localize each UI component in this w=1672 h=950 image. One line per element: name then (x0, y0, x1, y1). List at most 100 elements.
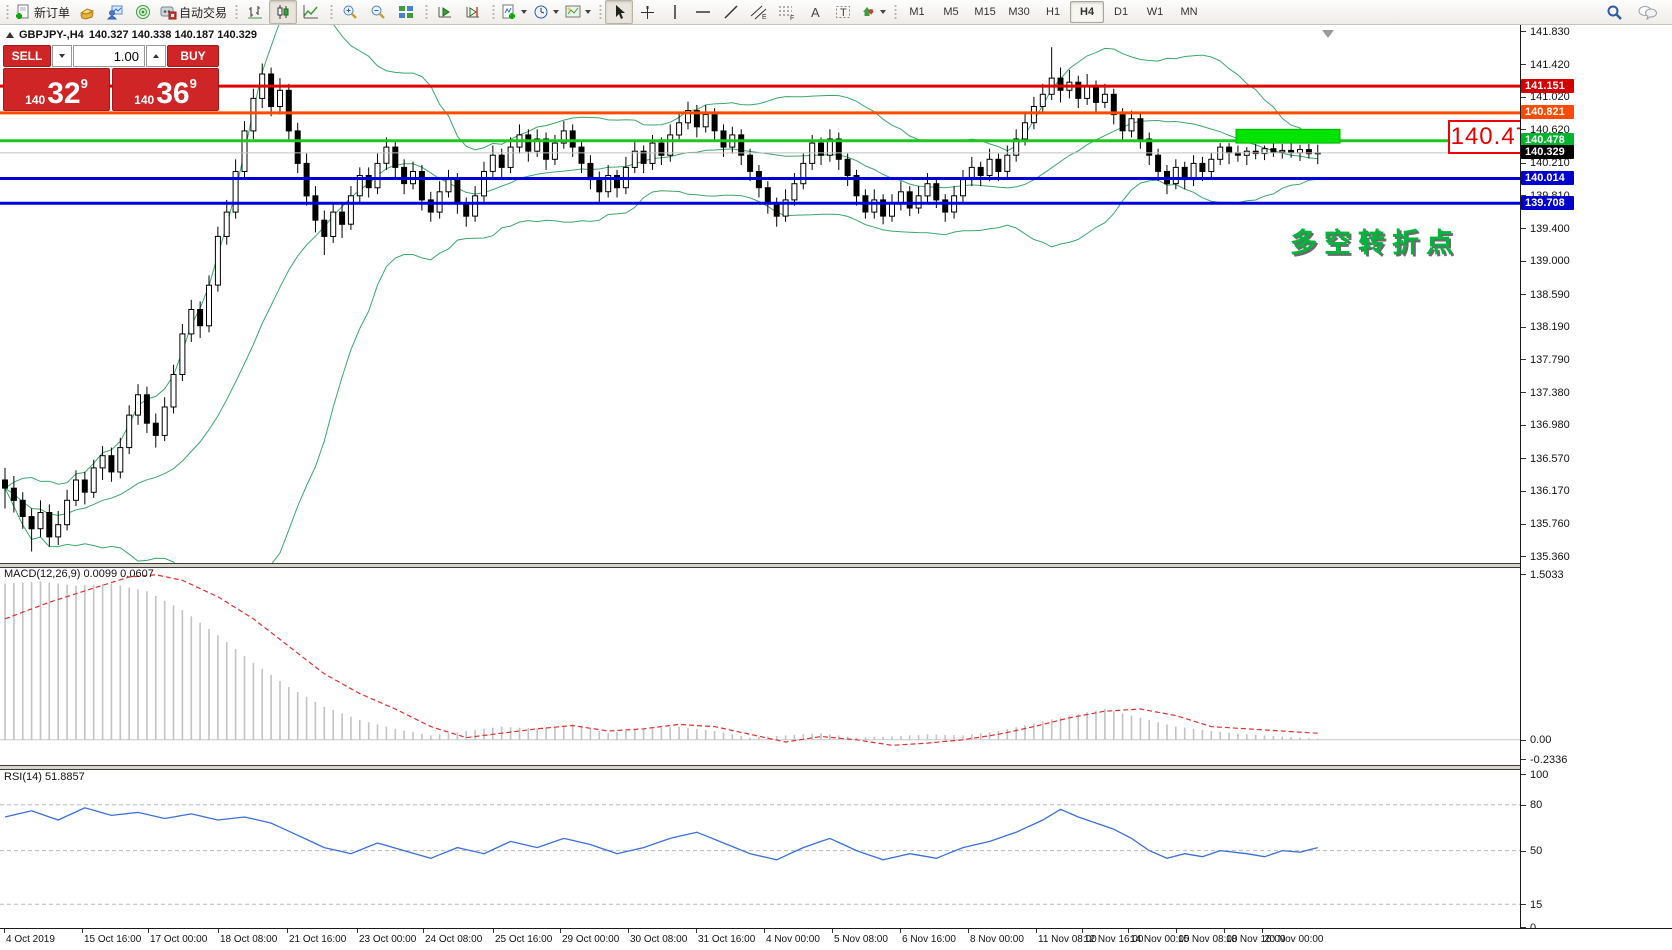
candle-body (214, 235, 221, 286)
vertical-line-tool-button[interactable] (661, 0, 689, 24)
crosshair-tool-button[interactable] (633, 0, 661, 24)
horizontal-line-icon (696, 11, 711, 13)
price-tick: 139.400 (1521, 222, 1570, 235)
candle-body (454, 179, 461, 205)
candle-body (1199, 162, 1206, 172)
macd-indicator-panel[interactable] (0, 566, 1520, 765)
auto-trading-label: 自动交易 (179, 5, 228, 20)
auto-scroll-button[interactable] (431, 0, 459, 24)
timeframe-W1[interactable]: W1 (1146, 6, 1164, 18)
arrows-tool-button[interactable] (857, 0, 889, 24)
candle-body (143, 394, 150, 424)
candle-body (223, 211, 230, 238)
new-order-button[interactable]: 新订单 (12, 0, 73, 24)
zoom-out-icon (371, 5, 385, 19)
timeframe-M1[interactable]: M1 (909, 6, 925, 18)
candlestick-chart-button[interactable] (269, 0, 298, 24)
price-tick: 136.170 (1521, 485, 1570, 498)
timeframe-D1[interactable]: D1 (1114, 6, 1129, 18)
chart-window: GBPJPY-,H4 140.327 140.338 140.187 140.3… (0, 25, 1672, 950)
timeframe-M15[interactable]: M15 (974, 6, 996, 18)
chart-header: GBPJPY-,H4 140.327 140.338 140.187 140.3… (6, 29, 257, 41)
chat-button[interactable] (1634, 0, 1662, 24)
volume-decrease-button[interactable] (52, 45, 72, 67)
timeframe-M30[interactable]: M30 (1008, 6, 1030, 18)
price-tick: 138.590 (1521, 288, 1570, 301)
trendline-tool-button[interactable] (717, 0, 745, 24)
candle-body (614, 175, 620, 189)
candle-body (81, 479, 88, 493)
candle-body (818, 142, 824, 156)
signals-button[interactable] (129, 0, 157, 24)
collapse-one-click-icon[interactable] (6, 32, 14, 38)
candle-body (1075, 81, 1082, 99)
panel-splitter[interactable] (0, 563, 1672, 568)
channel-tool-button[interactable]: E (745, 0, 773, 24)
terminal-button[interactable] (101, 0, 129, 24)
candle-body (339, 211, 346, 225)
candle-body (1305, 149, 1312, 155)
timeframe-H1[interactable]: H1 (1046, 6, 1061, 18)
volume-input[interactable] (73, 45, 145, 67)
zoom-in-button[interactable] (336, 0, 364, 24)
text-tool-icon: A (811, 5, 820, 20)
horizontal-line-tool-button[interactable] (689, 0, 717, 24)
bar-chart-button[interactable] (241, 0, 269, 24)
auto-trading-button[interactable]: 自动交易 (157, 0, 230, 24)
indicators-button[interactable] (498, 0, 530, 24)
price-tick: 139.000 (1521, 255, 1570, 268)
price-badge-139.708: 139.708 (1521, 195, 1574, 210)
candle-body (711, 114, 718, 132)
sell-price-display[interactable]: 140 32 9 (3, 68, 110, 111)
vertical-line-icon (674, 5, 676, 19)
candle-body (188, 309, 195, 335)
time-label: 11 Nov 08:00 (1038, 934, 1097, 945)
candle-body (844, 158, 851, 177)
price-badge-141.151: 141.151 (1521, 78, 1574, 93)
market-watch-button[interactable] (73, 0, 101, 24)
cursor-icon (616, 5, 626, 19)
zoom-out-button[interactable] (364, 0, 392, 24)
candle-body (738, 134, 745, 156)
svg-text:F: F (790, 15, 794, 20)
candle-body (277, 89, 283, 108)
time-tick (832, 929, 833, 933)
timeframe-M5[interactable]: M5 (943, 6, 959, 18)
candle-body (347, 195, 354, 225)
cursor-tool-button[interactable] (605, 0, 634, 24)
timeframe-H4[interactable]: H4 (1070, 1, 1105, 23)
rsi-indicator-panel[interactable] (0, 768, 1520, 928)
panel-splitter[interactable] (0, 765, 1672, 770)
chart-shift-button[interactable] (459, 0, 487, 24)
periods-caret-icon (553, 10, 560, 14)
time-label: 21 Oct 16:00 (289, 934, 347, 945)
candle-body (1110, 93, 1117, 116)
text-tool-button[interactable]: A (801, 0, 829, 24)
line-chart-button[interactable] (297, 0, 325, 24)
sell-button[interactable]: SELL (3, 45, 51, 67)
candle-body (356, 175, 363, 197)
label-tool-button[interactable]: T (829, 0, 857, 24)
scroll-to-end-marker-icon[interactable] (1322, 30, 1334, 38)
candle-body (1039, 93, 1046, 108)
timeframe-MN[interactable]: MN (1180, 6, 1198, 18)
zoom-in-icon (343, 5, 357, 19)
chart-shift-icon (466, 7, 480, 18)
tile-windows-button[interactable] (392, 0, 420, 24)
volume-increase-button[interactable] (146, 45, 166, 67)
candle-body (1172, 166, 1179, 185)
chart-annotation-text[interactable]: 多空转折点 (1290, 228, 1460, 258)
search-button[interactable] (1600, 0, 1628, 24)
periods-button[interactable] (530, 0, 562, 24)
candle-body (525, 134, 532, 152)
buy-price-display[interactable]: 140 36 9 (112, 68, 219, 111)
candle-body (99, 455, 106, 469)
fibonacci-tool-button[interactable]: F (773, 0, 801, 24)
book-icon (79, 8, 95, 20)
candle-body (720, 130, 727, 148)
main-price-chart[interactable] (0, 25, 1520, 563)
templates-button[interactable] (562, 0, 594, 24)
candle-body (924, 183, 931, 197)
buy-button[interactable]: BUY (167, 45, 219, 67)
